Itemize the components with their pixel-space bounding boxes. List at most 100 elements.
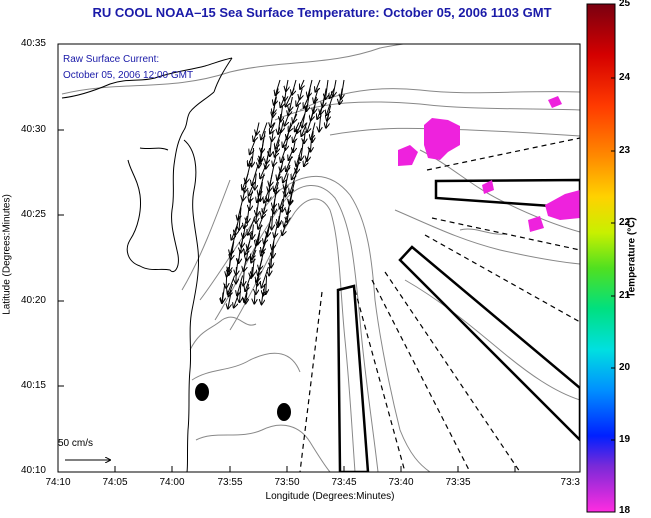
colorbar-tick-label: 19 xyxy=(619,434,631,445)
current-vector-arrow xyxy=(304,156,308,167)
current-vector-arrow xyxy=(248,232,253,250)
y-tick-label: 40:10 xyxy=(20,465,46,476)
current-vector-arrow xyxy=(307,113,314,132)
current-vector-arrow xyxy=(333,79,336,96)
scale-label: 50 cm/s xyxy=(58,438,94,449)
current-vector-arrow xyxy=(285,113,290,126)
current-vector-arrow xyxy=(231,224,238,240)
colorbar-ticks xyxy=(611,77,615,441)
current-vector-arrow xyxy=(262,292,264,305)
current-vector-arrow xyxy=(302,105,308,128)
current-vector-arrow xyxy=(319,113,321,132)
bathymetry-contours xyxy=(61,44,580,472)
current-vector-arrow xyxy=(266,156,268,169)
current-vector-arrow xyxy=(283,130,290,147)
current-vector-arrow xyxy=(281,156,284,172)
current-vector-arrow xyxy=(259,156,260,168)
current-vector-arrow xyxy=(255,173,257,190)
current-vector-arrow xyxy=(314,96,317,113)
current-vector-arrow xyxy=(247,207,249,223)
current-vector-arrow xyxy=(292,164,299,179)
current-vector-arrow xyxy=(296,156,301,173)
colorbar-tick-label: 21 xyxy=(619,290,631,301)
current-vector-arrow xyxy=(282,224,285,236)
colorbar-tick-label: 23 xyxy=(619,145,631,156)
current-vector-arrow xyxy=(286,88,295,107)
current-vector-arrow xyxy=(257,190,261,203)
current-vector-arrow xyxy=(248,215,256,235)
current-vector-arrow xyxy=(250,139,256,155)
current-vector-arrow xyxy=(326,79,329,99)
current-vector-arrow xyxy=(249,190,252,202)
current-vector-arrow xyxy=(228,292,231,309)
current-vector-arrow xyxy=(271,249,272,268)
current-caption-line2: October 05, 2006 12:00 GMT xyxy=(63,70,194,81)
current-vector-arrow xyxy=(280,198,283,209)
plot-frame xyxy=(57,43,581,473)
current-vector-arrow xyxy=(254,292,255,304)
current-vector-arrow xyxy=(264,224,270,244)
current-vector-arrow xyxy=(286,156,293,172)
current-vector-arrow xyxy=(246,292,248,304)
buoy-marker xyxy=(195,383,209,401)
current-vector-arrow xyxy=(288,105,290,116)
current-vector-arrow xyxy=(251,249,257,263)
y-tick-label: 40:25 xyxy=(20,209,46,220)
current-vector-arrow xyxy=(258,232,260,244)
current-vector-arrow xyxy=(312,130,313,142)
current-vector-arrow xyxy=(314,88,319,103)
current-vector-arrow xyxy=(251,266,252,278)
current-vector-arrow xyxy=(295,122,299,132)
x-tick-label: 73:55 xyxy=(217,477,243,488)
colorbar-tick-label: 18 xyxy=(619,505,631,516)
current-vector-arrow xyxy=(274,198,275,214)
current-vector-arrow xyxy=(271,113,273,127)
current-vector-arrow xyxy=(257,266,261,282)
current-vector-arrow xyxy=(287,198,292,214)
current-vector-arrow xyxy=(243,266,244,286)
current-vector-arrow xyxy=(284,215,287,227)
current-vector-arrow xyxy=(261,139,264,161)
current-vector-arrow xyxy=(300,79,304,89)
current-vector-arrow xyxy=(272,232,277,249)
colorbar-tick-label: 20 xyxy=(619,362,631,373)
transect-boxes xyxy=(336,178,580,472)
colorbar-label: Temperature (°C) xyxy=(626,217,638,298)
current-vector-arrow xyxy=(317,105,324,119)
current-vector-arrow xyxy=(307,147,310,161)
x-axis-label: Longitude (Degrees:Minutes) xyxy=(265,491,395,502)
y-tick-label: 40:35 xyxy=(20,38,46,49)
current-vector-arrow xyxy=(262,207,265,219)
y-axis-label: Latitude (Degrees:Minutes) xyxy=(1,194,13,315)
current-vector-arrow xyxy=(252,224,253,239)
current-vector-arrow xyxy=(308,79,313,97)
current-vector-arrow xyxy=(229,258,230,275)
current-vector-arrow xyxy=(330,88,335,99)
current-vector-arrow xyxy=(304,130,305,143)
current-vector-arrow xyxy=(301,122,308,137)
current-vector-arrow xyxy=(245,181,247,192)
warm-water-patches xyxy=(398,96,580,232)
y-tick-label: 40:30 xyxy=(20,124,46,135)
x-tick-label: 74:10 xyxy=(45,477,71,488)
current-vector-arrow xyxy=(241,241,242,253)
x-tick-label: 74:05 xyxy=(102,477,128,488)
current-vector-arrow xyxy=(222,292,223,304)
current-vector-arrow xyxy=(289,147,295,160)
current-vector-arrow xyxy=(283,164,291,182)
current-vector-arrow xyxy=(273,156,276,166)
current-vector-arrow xyxy=(256,207,257,223)
current-vector-arrow xyxy=(250,198,251,210)
current-vector-arrow xyxy=(264,190,270,203)
current-vector-arrow xyxy=(281,96,285,107)
current-vector-arrow xyxy=(275,147,278,157)
current-vector-arrow xyxy=(326,96,333,115)
current-vector-arrow xyxy=(262,266,269,288)
current-vector-arrow xyxy=(285,173,289,190)
current-vector-arrow xyxy=(296,96,300,106)
current-vector-arrow xyxy=(256,283,257,294)
current-vector-arrow xyxy=(260,164,267,178)
current-vector-arrow xyxy=(238,198,244,220)
current-vector-arrow xyxy=(281,122,283,133)
current-vector-arrow xyxy=(281,147,287,162)
